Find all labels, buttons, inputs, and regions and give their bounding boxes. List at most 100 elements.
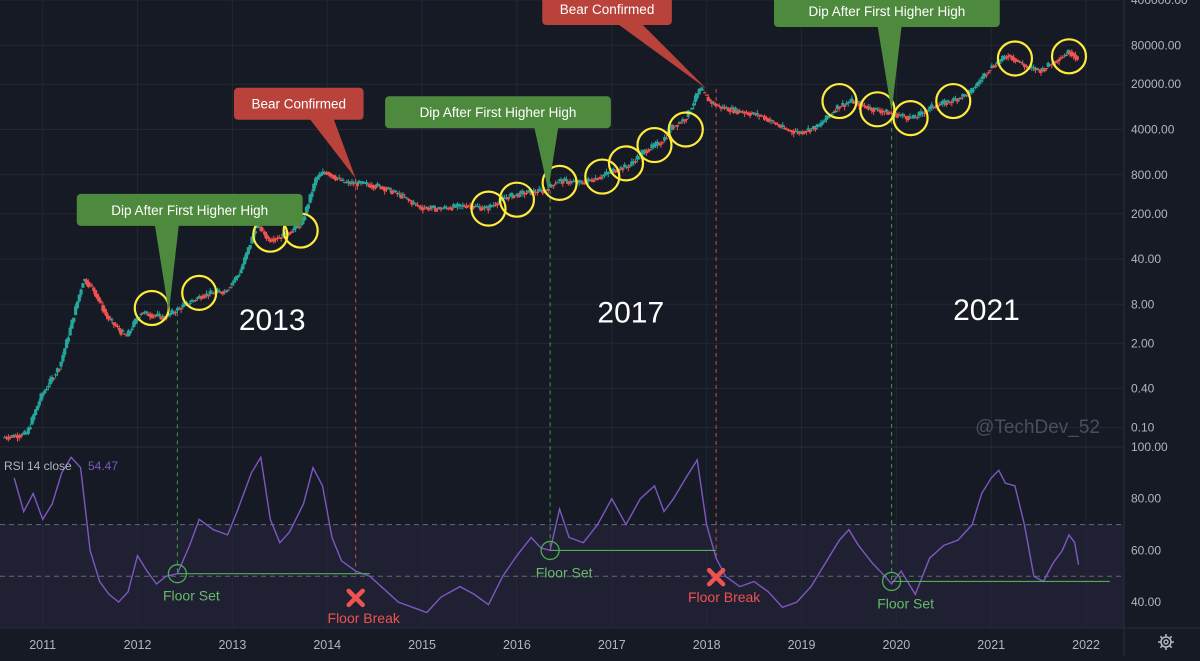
candle-body: [1066, 50, 1070, 54]
candle-body: [246, 247, 250, 254]
candle-279: [510, 192, 514, 200]
candle-275: [503, 194, 507, 199]
candle-360: [657, 142, 661, 147]
candle-115: [212, 291, 216, 295]
candle-553: [1008, 54, 1012, 57]
candle-body: [842, 104, 847, 107]
candle-body: [675, 124, 679, 127]
candle-17: [34, 408, 38, 416]
candle-106: [195, 296, 200, 302]
candle-525: [957, 97, 961, 102]
candle-286: [523, 191, 527, 199]
candle-280: [512, 195, 516, 199]
candle-body: [463, 205, 467, 207]
candle-344: [628, 164, 632, 168]
candle-542: [988, 69, 992, 74]
candle-484: [882, 110, 887, 116]
candle-body: [392, 191, 396, 193]
candle-215: [393, 189, 398, 193]
candle-body: [57, 369, 61, 371]
settings-gear-icon[interactable]: [1158, 634, 1174, 650]
candle-417: [761, 115, 765, 117]
candle-505: [921, 110, 925, 118]
candle-body: [630, 161, 634, 165]
candle-body: [743, 111, 747, 114]
candle-body: [241, 264, 245, 270]
candle-body: [48, 378, 52, 385]
candle-body: [723, 107, 727, 109]
candle-body: [777, 124, 781, 127]
candle-222: [406, 197, 410, 203]
candle-body: [899, 114, 903, 116]
candle-408: [744, 109, 749, 115]
candle-517: [942, 98, 947, 107]
candle-319: [583, 179, 587, 186]
candle-body: [437, 207, 441, 209]
candle-body: [403, 196, 407, 198]
candle-278: [508, 192, 512, 198]
candle-body: [1061, 57, 1065, 59]
candle-420: [766, 117, 770, 123]
candle-13: [26, 426, 30, 436]
candle-body: [432, 205, 436, 209]
candle-body: [10, 435, 14, 437]
candle-205: [375, 181, 379, 188]
candle-body: [561, 180, 565, 184]
candle-395: [721, 104, 725, 110]
candle-457: [833, 108, 838, 113]
highlight-circle-10: [667, 111, 704, 148]
candle-241: [441, 207, 445, 210]
candle-body: [1041, 67, 1045, 71]
candle-552: [1006, 53, 1010, 61]
candle-158: [290, 229, 294, 233]
candle-85: [157, 311, 161, 318]
candle-body: [210, 292, 214, 294]
candle-67: [124, 334, 129, 337]
candle-body: [134, 318, 138, 324]
candle-503: [917, 111, 921, 119]
candle-318: [581, 180, 585, 186]
candle-573: [1044, 68, 1048, 71]
candle-22: [43, 389, 47, 395]
candle-body: [419, 206, 423, 209]
candle-83: [154, 314, 158, 318]
candle-66: [123, 333, 127, 336]
candle-body: [177, 307, 181, 310]
candle-body: [815, 124, 819, 128]
candle-body: [35, 405, 40, 411]
candle-body: [481, 207, 485, 210]
candle-body: [699, 88, 703, 91]
candle-body: [972, 89, 976, 91]
price-tick-label-10: 0.10: [1131, 421, 1155, 435]
candle-body: [332, 175, 336, 179]
candle-467: [852, 99, 856, 104]
candle-body: [873, 107, 878, 110]
candle-body: [335, 177, 340, 179]
candle-body: [15, 435, 20, 439]
candle-body: [841, 103, 845, 106]
candle-body: [513, 194, 518, 196]
highlight-circle-16: [1050, 38, 1088, 75]
candle-body: [515, 193, 519, 195]
candle-body: [77, 294, 81, 302]
candle-body: [493, 204, 498, 206]
candle-35: [66, 335, 70, 345]
candle-body: [243, 257, 247, 265]
candle-body: [568, 181, 572, 184]
candle-12: [24, 432, 29, 435]
candle-405: [739, 110, 743, 113]
candle-228: [417, 205, 421, 210]
price-tick-label-3: 4000.00: [1131, 123, 1175, 137]
candle-body: [4, 437, 9, 439]
candle-415: [757, 114, 761, 120]
candle-2: [6, 434, 10, 442]
candle-body: [1024, 65, 1028, 68]
candle-body: [324, 172, 329, 175]
candle-body: [957, 98, 961, 100]
rsi-tick-label-2: 60.00: [1131, 543, 1161, 557]
candle-body: [86, 281, 90, 287]
candle-418: [762, 114, 767, 121]
candle-386: [704, 94, 709, 96]
